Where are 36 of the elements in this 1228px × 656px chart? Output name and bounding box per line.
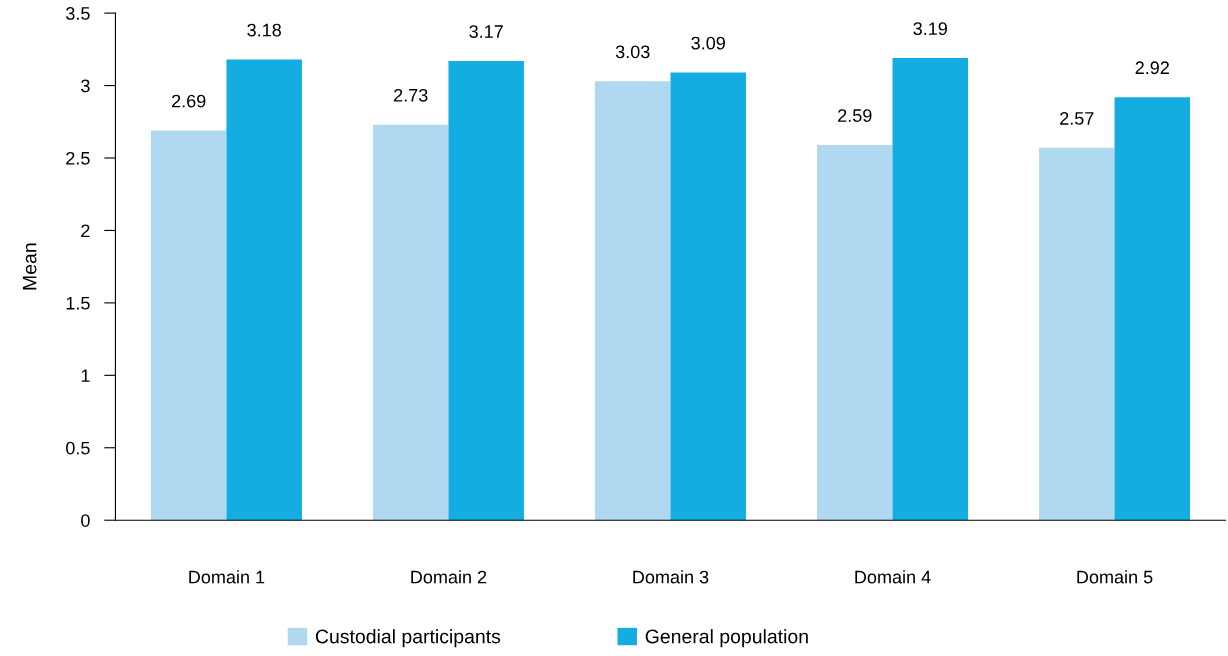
y-tick-label: 2 [81, 224, 90, 237]
y-axis-title: Mean [22, 243, 37, 290]
legend-label: General population [645, 629, 808, 648]
legend-label: Custodial participants [315, 629, 501, 648]
y-tick-label: 1.5 [66, 297, 90, 310]
bar [1039, 147, 1115, 521]
data-label: 3.09 [691, 36, 725, 50]
y-tick-label: 0.5 [66, 441, 90, 455]
data-label: 3.03 [615, 45, 650, 59]
y-tick-label: 2.5 [66, 151, 90, 165]
bar [670, 72, 746, 521]
bar [1114, 97, 1191, 521]
data-label: 2.92 [1135, 61, 1169, 75]
data-label: 2.73 [394, 88, 428, 102]
data-label: 2.69 [172, 94, 206, 108]
y-tick-label: 0 [81, 514, 90, 527]
bar [817, 144, 893, 521]
x-tick-label: Domain 2 [411, 570, 487, 584]
y-tick-label: 1 [81, 369, 90, 382]
data-label: 2.59 [838, 109, 872, 122]
bar [595, 81, 671, 521]
data-label: 3.17 [469, 25, 503, 38]
data-label: 2.57 [1060, 112, 1094, 125]
bar [448, 60, 524, 521]
bar [150, 130, 227, 521]
y-tick-label: 3.5 [66, 7, 90, 20]
bar [372, 124, 449, 521]
x-tick-label: Domain 4 [855, 570, 931, 584]
x-tick-label: Domain 1 [189, 570, 265, 584]
y-tick-label: 3 [81, 79, 90, 93]
x-tick-label: Domain 3 [633, 570, 709, 584]
bar [892, 58, 968, 521]
bar [226, 59, 302, 521]
data-label: 3.18 [247, 23, 281, 37]
x-tick-label: Domain 5 [1077, 570, 1153, 584]
data-label: 3.19 [913, 22, 947, 36]
